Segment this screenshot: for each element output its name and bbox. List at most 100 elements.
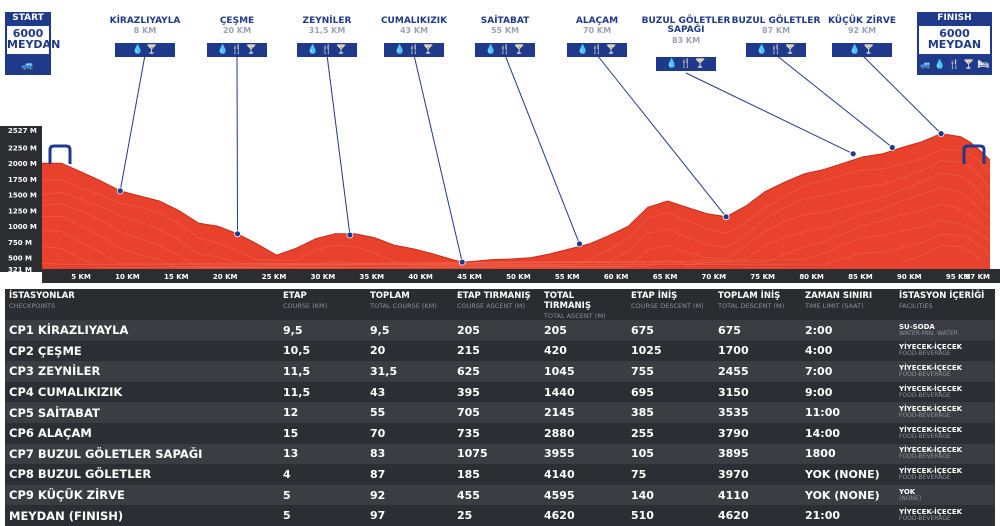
value-cell: 70	[366, 422, 453, 444]
value-cell: 625	[453, 361, 540, 382]
table-row: CP1 KİRAZLIYAYLA 9,5 9,5 205 205 675 675 2:00 SU…	[5, 320, 995, 341]
elevation-texture-line	[41, 203, 991, 265]
facilities-subtitle: FOOD-BEVERAGE	[899, 391, 951, 399]
facilities-subtitle: WATER-MIN. WATER	[899, 329, 958, 337]
checkpoint-cell: CP3 ZEYNİLER	[5, 361, 279, 382]
y-tick-label: 2000 M	[8, 160, 37, 168]
checkpoint-distance: 8 KM	[133, 26, 157, 36]
elevation-texture-line	[41, 172, 991, 268]
checkpoint-connector	[119, 54, 146, 191]
checkpoint-distance: 92 KM	[847, 26, 877, 36]
facilities-subtitle: FOOD-BEVERAGE	[899, 412, 951, 420]
facilities-cell: SU-SODA WATER-MIN. WATER	[895, 320, 995, 341]
checkpoint-distance: 83 KM	[671, 35, 701, 45]
x-tick-label: 85 KM	[848, 273, 873, 281]
x-tick-label: 40 KM	[408, 273, 433, 281]
value-cell: 12	[279, 402, 366, 423]
x-tick-label: 90 KM	[897, 273, 922, 281]
column-header-subtitle: COURSE ASCENT (M)	[457, 302, 526, 310]
stats-table: İSTASYONLAR CHECKPOINTS ETAP COURSE (KM) TOP…	[5, 289, 995, 526]
value-cell: 2:00	[801, 320, 895, 341]
value-cell: 2880	[540, 422, 627, 444]
finish-arch-icon	[962, 144, 986, 164]
x-tick-label: 20 KM	[213, 273, 238, 281]
checkpoint-distance: 20 KM	[222, 26, 252, 36]
value-cell: 4	[279, 464, 366, 485]
column-header-title: ZAMAN SINIRI	[805, 291, 873, 301]
checkpoint-facility-icons: 💧 🍴 🍸	[656, 57, 716, 71]
value-cell: 9,5	[366, 320, 453, 341]
checkpoint-name: BUZUL GÖLETLER	[731, 16, 821, 26]
value-cell: 5	[279, 484, 366, 506]
value-cell: YOK (NONE)	[801, 484, 895, 506]
value-cell: 2145	[540, 402, 627, 423]
checkpoint-name: KİRAZLIYAYLA	[109, 16, 181, 26]
facilities-subtitle: FOOD-BEVERAGE	[899, 453, 951, 461]
value-cell: 75	[627, 464, 714, 485]
column-header-title: İSTASYONLAR	[9, 291, 75, 301]
column-header-subtitle: TOTAL DESCENT (M)	[718, 302, 785, 310]
column-header: İSTASYONLAR CHECKPOINTS	[5, 289, 279, 320]
x-tick-label: 70 KM	[702, 273, 727, 281]
facilities-subtitle: (NONE)	[899, 494, 922, 502]
table-row: MEYDAN (FINISH) 5 97 25 4620 510 4620 21:00 YİYE…	[5, 505, 995, 526]
column-header-subtitle: COURSE DESCENT (M)	[631, 302, 704, 310]
value-cell: 1440	[540, 381, 627, 403]
value-cell: 87	[366, 464, 453, 485]
y-tick-label: 750 M	[8, 239, 32, 247]
checkpoint-marker	[576, 240, 583, 248]
value-cell: 675	[627, 320, 714, 341]
checkpoint-marker	[116, 187, 124, 195]
x-tick-label: 60 KM	[604, 273, 629, 281]
y-tick-label: 500 M	[8, 255, 32, 263]
y-axis-panel	[0, 126, 42, 272]
y-tick-label: 2250 M	[8, 145, 37, 153]
value-cell: 9,5	[279, 320, 366, 341]
facilities-cell: YİYECEK-İÇECEK FOOD-BEVERAGE	[895, 361, 995, 382]
value-cell: 11,5	[279, 361, 366, 382]
checkpoint-marker	[458, 258, 466, 266]
value-cell: 4595	[540, 484, 627, 506]
column-header-subtitle: TOTAL ASCENT (M)	[544, 312, 606, 320]
y-tick-label: 2527 M	[8, 127, 37, 135]
elevation-profile-chart: 321 M 500 M 750 M 1000 M 1250 M 1500 M 1750 M 2…	[0, 54, 1000, 283]
checkpoint-name: ALAÇAM	[575, 16, 619, 26]
checkpoint-distance: 87 KM	[761, 26, 791, 36]
column-header-subtitle: FACILITIES	[899, 302, 933, 310]
value-cell: 735	[453, 422, 540, 444]
checkpoint-facility-icons: 💧 🍸	[115, 43, 175, 57]
column-header: ETAP TIRMANIŞ COURSE ASCENT (M)	[453, 289, 540, 320]
facilities-title: YİYECEK-İÇECEK	[899, 425, 963, 434]
x-tick-label: 10 KM	[115, 273, 140, 281]
column-header-title: İSTASYON İÇERİĞİ	[899, 291, 985, 301]
value-cell: 3150	[714, 381, 801, 403]
value-cell: 185	[453, 464, 540, 485]
facilities-title: SU-SODA	[899, 322, 935, 331]
checkpoint-cell: CP4 CUMALIKIZIK	[5, 381, 279, 403]
facilities-cell: YİYECEK-İÇECEK FOOD-BEVERAGE	[895, 464, 995, 485]
value-cell: 21:00	[801, 505, 895, 526]
column-header-subtitle: COURSE (KM)	[283, 302, 328, 310]
table-row: CP5 SAİTABAT 12 55 705 2145 385 3535 11:00 YİYEC…	[5, 402, 995, 423]
checkpoint-label: KİRAZLIYAYLA 8 KM	[95, 16, 195, 36]
checkpoint-table: İSTASYONLAR CHECKPOINTS ETAP COURSE (KM) TOP…	[5, 289, 995, 526]
facilities-title: YOK	[899, 487, 916, 496]
value-cell: 14:00	[801, 422, 895, 444]
y-tick-label: 1000 M	[8, 223, 37, 231]
facilities-subtitle: FOOD-BEVERAGE	[899, 515, 951, 523]
x-tick-label: 15 KM	[164, 273, 189, 281]
column-header-subtitle: CHECKPOINTS	[9, 302, 56, 310]
value-cell: 43	[366, 381, 453, 403]
value-cell: 215	[453, 340, 540, 362]
value-cell: 385	[627, 402, 714, 423]
checkpoint-name: ZEYNİLER	[302, 16, 352, 26]
value-cell: 25	[453, 505, 540, 526]
finish-label: FINISH	[937, 13, 972, 23]
x-axis-panel	[42, 269, 1000, 283]
value-cell: 15	[279, 422, 366, 444]
column-header: TOPLAM İNİŞ TOTAL DESCENT (M)	[714, 289, 801, 320]
checkpoint-cell: CP1 KİRAZLIYAYLA	[5, 320, 279, 341]
table-header-row: İSTASYONLAR CHECKPOINTS ETAP COURSE (KM) TOP…	[5, 289, 995, 320]
checkpoint-facility-icons: 💧 🍴 🍸	[207, 43, 267, 57]
checkpoint-facility-icons: 💧 🍴 🍸	[746, 43, 806, 57]
